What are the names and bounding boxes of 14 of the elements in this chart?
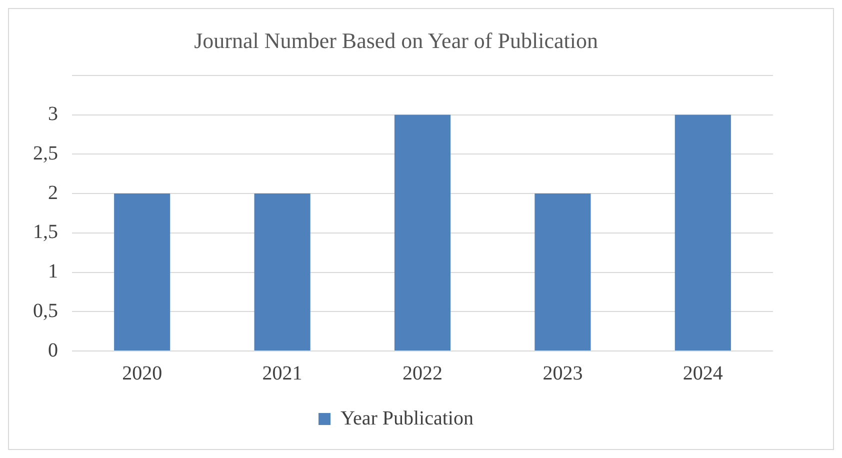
x-tick-label: 2020 (122, 362, 162, 384)
y-tick-label: 3 (48, 103, 58, 126)
x-tick-label: 2021 (262, 362, 302, 384)
x-tick-label: 2022 (402, 362, 442, 384)
y-tick-label: 0,5 (33, 300, 58, 322)
y-tick-label: 2,5 (33, 142, 58, 164)
x-tick-label: 2023 (542, 362, 583, 384)
y-tick-label: 0 (48, 339, 58, 362)
y-tick-label: 1,5 (33, 221, 58, 244)
y-tick-label: 1 (48, 260, 58, 283)
chart-title: Journal Number Based on Year of Publication (194, 28, 598, 53)
y-tick-label: 2 (48, 182, 58, 204)
x-tick-label: 2024 (682, 362, 723, 384)
legend-label: Year Publication (340, 407, 474, 430)
